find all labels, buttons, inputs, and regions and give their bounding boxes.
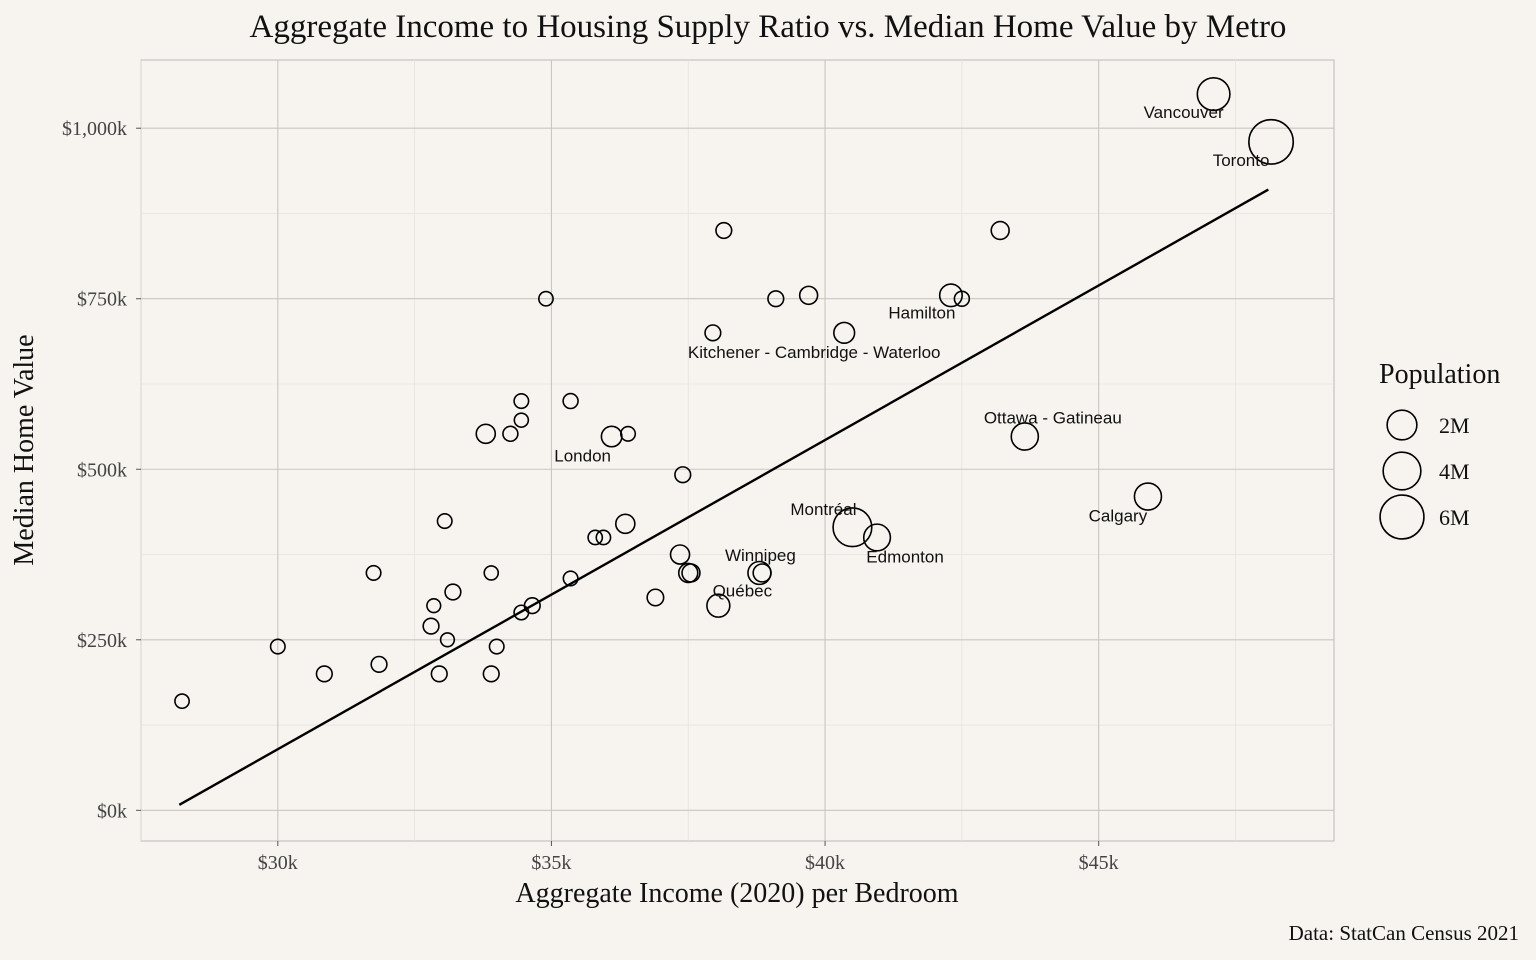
point-label: London xyxy=(554,447,611,466)
legend: Population 2M 4M 6M xyxy=(1379,359,1500,540)
data-point xyxy=(513,412,530,428)
data-point xyxy=(365,564,382,581)
data-point xyxy=(1133,482,1163,511)
data-point xyxy=(681,563,701,583)
data-point xyxy=(674,466,692,484)
data-point xyxy=(798,285,819,306)
point-label: Winnipeg xyxy=(725,546,796,565)
data-point xyxy=(513,392,530,410)
data-point xyxy=(315,665,333,683)
data-point xyxy=(677,562,699,584)
minor-gridlines xyxy=(140,60,1334,841)
legend-title: Population xyxy=(1379,359,1500,390)
data-point xyxy=(488,638,505,655)
y-axis-ticks: $0k $250k $500k $750k $1,000k xyxy=(62,118,141,822)
x-axis-title: Aggregate Income (2020) per Bedroom xyxy=(515,878,958,909)
point-label: Toronto xyxy=(1213,151,1270,170)
data-point xyxy=(483,565,500,581)
legend-key-label: 4M xyxy=(1439,459,1470,484)
data-point xyxy=(439,632,456,648)
point-label: Québec xyxy=(713,582,773,601)
data-point xyxy=(482,665,500,683)
point-label: Hamilton xyxy=(888,303,955,322)
data-point xyxy=(832,507,873,548)
point-label: Montréal xyxy=(790,500,856,519)
legend-key-circle xyxy=(1382,451,1422,491)
data-point xyxy=(587,529,604,546)
data-point xyxy=(174,693,190,710)
y-tick-label: $500k xyxy=(77,459,127,481)
data-point xyxy=(595,529,612,546)
x-tick-label: $35k xyxy=(531,852,571,874)
data-point xyxy=(704,324,722,342)
y-tick-label: $750k xyxy=(77,289,127,311)
data-point xyxy=(430,665,448,683)
data-point xyxy=(614,513,636,535)
data-point xyxy=(426,598,442,614)
point-labels-layer: Vancouver Toronto Ottawa - Gatineau Calgary… xyxy=(554,103,1269,601)
plot-panel: Vancouver Toronto Ottawa - Gatineau Calgary… xyxy=(140,59,1335,842)
x-tick-label: $40k xyxy=(805,852,845,874)
data-point xyxy=(752,563,772,583)
x-tick-label: $30k xyxy=(258,852,298,874)
legend-items: 2M 4M 6M xyxy=(1379,409,1470,540)
data-point xyxy=(370,655,388,673)
data-point xyxy=(620,425,637,442)
data-point xyxy=(767,290,785,308)
data-point xyxy=(1010,422,1040,451)
point-label: Vancouver xyxy=(1144,103,1224,122)
data-point xyxy=(538,290,554,307)
data-point xyxy=(1196,77,1231,112)
point-label: Kitchener - Cambridge - Waterloo xyxy=(688,343,941,362)
data-point xyxy=(269,638,286,655)
data-point xyxy=(938,283,963,308)
data-point xyxy=(562,392,579,410)
y-tick-label: $1,000k xyxy=(62,118,127,140)
data-point xyxy=(715,221,733,240)
legend-key-circle xyxy=(1379,494,1425,540)
data-point xyxy=(502,425,519,443)
trend-line xyxy=(178,188,1269,806)
chart-title: Aggregate Income to Housing Supply Ratio… xyxy=(250,9,1287,45)
x-tick-label: $45k xyxy=(1079,852,1119,874)
data-point xyxy=(706,593,731,618)
points-layer xyxy=(174,77,1295,710)
y-tick-label: $250k xyxy=(77,630,127,652)
major-gridlines xyxy=(141,60,1334,841)
data-point xyxy=(646,588,665,607)
data-point xyxy=(444,583,462,601)
legend-key-label: 2M xyxy=(1439,413,1470,438)
data-point xyxy=(1248,118,1295,165)
data-point xyxy=(422,617,440,635)
legend-key-label: 6M xyxy=(1439,505,1470,530)
x-axis-ticks: $30k $35k $40k $45k xyxy=(258,841,1119,874)
data-point xyxy=(513,604,530,621)
data-point xyxy=(862,523,892,552)
caption: Data: StatCan Census 2021 xyxy=(1289,921,1519,945)
point-label: Edmonton xyxy=(866,547,944,566)
point-label: Ottawa - Gatineau xyxy=(984,409,1122,428)
data-point xyxy=(436,513,453,530)
data-point xyxy=(990,220,1010,241)
data-point xyxy=(833,321,856,345)
data-point xyxy=(669,544,691,565)
y-tick-label: $0k xyxy=(97,800,127,822)
trend-line-layer xyxy=(178,188,1269,806)
legend-key-circle xyxy=(1386,409,1418,441)
data-point xyxy=(475,423,497,445)
y-axis-title: Median Home Value xyxy=(9,334,40,565)
data-point xyxy=(562,570,579,587)
point-label: Calgary xyxy=(1089,507,1148,526)
data-point xyxy=(953,290,971,307)
